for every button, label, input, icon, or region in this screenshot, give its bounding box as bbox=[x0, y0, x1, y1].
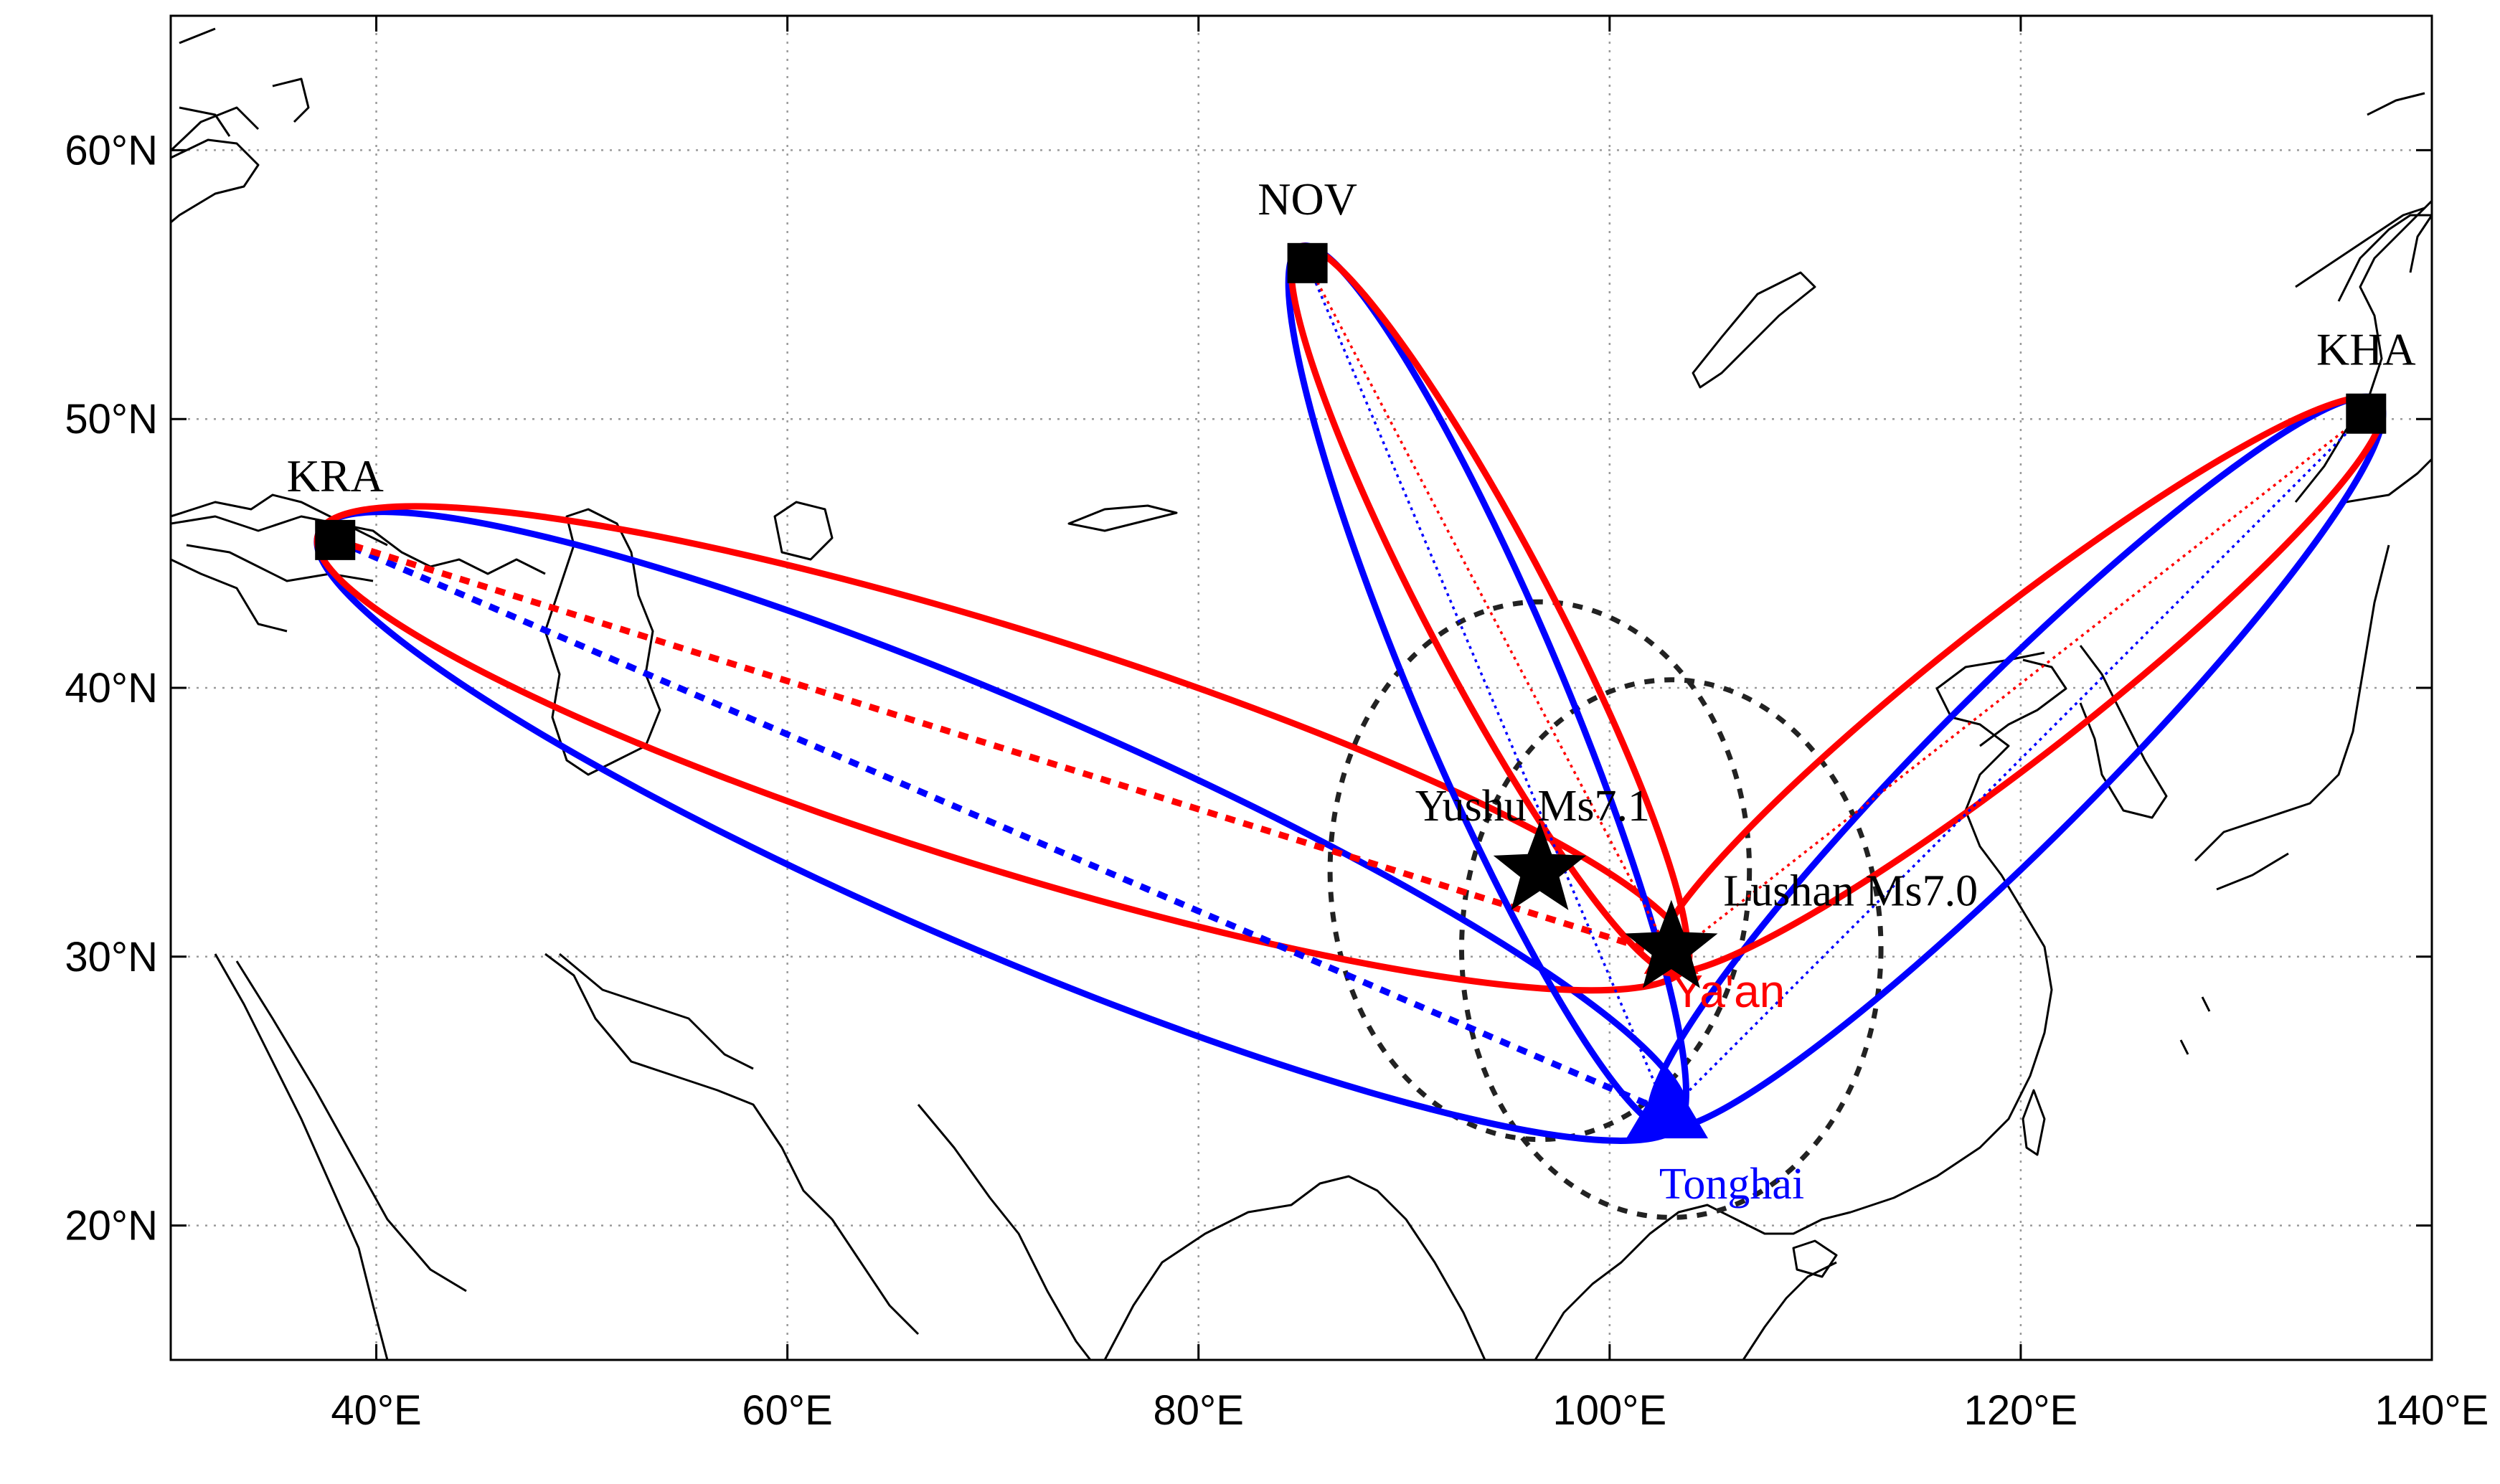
x-tick-label: 40°E bbox=[331, 1387, 421, 1434]
earthquake-star-yushu bbox=[1493, 821, 1587, 910]
station-label-KHA: KHA bbox=[2316, 324, 2416, 375]
path-NOV-yaan bbox=[1306, 263, 1673, 958]
coastline-balkhash bbox=[1067, 504, 1178, 532]
x-tick-label: 140°E bbox=[2375, 1387, 2489, 1434]
station-marker-KHA bbox=[2346, 393, 2387, 434]
y-tick-label: 40°N bbox=[65, 665, 158, 712]
y-tick-label: 20°N bbox=[65, 1203, 158, 1249]
coastline-korea bbox=[2079, 645, 2168, 819]
x-tick-label: 60°E bbox=[742, 1387, 832, 1434]
earthquake-label-yushu: Yushu Ms7.1 bbox=[1415, 782, 1650, 831]
coastline-arabia bbox=[544, 953, 920, 1336]
search-circles bbox=[1327, 599, 1884, 1220]
station-marker-NOV bbox=[1287, 242, 1328, 283]
coastline-china-east bbox=[1850, 651, 2053, 1214]
coastline-caspian bbox=[544, 508, 661, 776]
search-circle-lushan bbox=[1459, 677, 1884, 1220]
coastline-north bbox=[171, 27, 310, 152]
receiver-marker-tonghai bbox=[1626, 1069, 1709, 1139]
y-tick-label: 60°N bbox=[65, 127, 158, 174]
stations: KRA NOV KHA bbox=[287, 174, 2416, 560]
coastlines bbox=[171, 27, 2432, 1360]
coastline-india bbox=[917, 1104, 1486, 1360]
coastline-baikal bbox=[1692, 271, 1816, 389]
coastline-bohai bbox=[1979, 658, 2067, 747]
coastline-japan bbox=[2194, 458, 2432, 891]
path-KRA-yaan bbox=[334, 537, 1673, 960]
coastline-indochina bbox=[1534, 1204, 1852, 1360]
search-circle-yushu bbox=[1327, 599, 1753, 1143]
x-tick-label: 100°E bbox=[1552, 1387, 1666, 1434]
x-tick-label: 80°E bbox=[1154, 1387, 1244, 1434]
x-tick-label: 120°E bbox=[1964, 1387, 2078, 1434]
path-NOV-tonghai bbox=[1306, 263, 1669, 1113]
coastline-taiwan bbox=[2022, 1089, 2046, 1156]
coastline-far-east bbox=[2294, 199, 2432, 503]
station-label-KRA: KRA bbox=[287, 450, 384, 501]
plot-area bbox=[171, 16, 2432, 1360]
earthquake-star-lushan bbox=[1625, 899, 1718, 988]
coastline-aral bbox=[773, 501, 834, 561]
station-label-NOV: NOV bbox=[1258, 174, 1357, 225]
station-marker-KRA bbox=[315, 519, 356, 560]
earthquakes: Yushu Ms7.1 Lushan Ms7.0 bbox=[1415, 782, 1978, 988]
coastline-sakhalin bbox=[2409, 214, 2432, 273]
coastline-philippines bbox=[2179, 996, 2211, 1055]
coastline-okhotsk bbox=[2295, 92, 2425, 288]
coastline-europe bbox=[171, 106, 388, 633]
coastline-persian-gulf bbox=[559, 953, 754, 1070]
y-tick-label: 30°N bbox=[65, 934, 158, 980]
earthquake-label-lushan: Lushan Ms7.0 bbox=[1723, 867, 1978, 916]
axis-ticks: 40°E 60°E 80°E 100°E 120°E 140°E 20°N 30°N 40°N 5… bbox=[65, 16, 2489, 1434]
coastline-hainan bbox=[1792, 1239, 1838, 1278]
receiver-label-tonghai: Tonghai bbox=[1659, 1160, 1804, 1209]
coastline-red-sea bbox=[214, 953, 467, 1360]
y-tick-label: 50°N bbox=[65, 396, 158, 443]
